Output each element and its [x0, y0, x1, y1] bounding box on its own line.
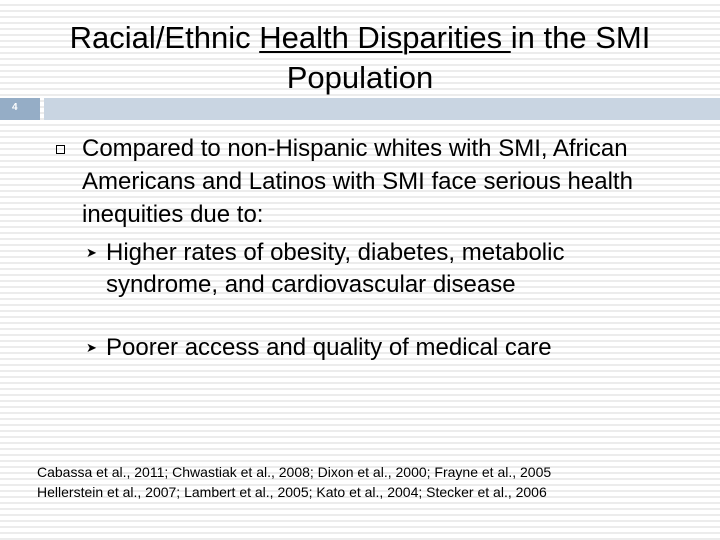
arrowhead-icon: ➤: [86, 340, 97, 355]
sub-bullet-item: ➤ Higher rates of obesity, diabetes, met…: [56, 237, 676, 301]
slide-body: Compared to non-Hispanic whites with SMI…: [56, 132, 676, 364]
hollow-square-icon: [56, 145, 65, 154]
header-rule-bar: [44, 98, 720, 120]
sub-bullet-text: Poorer access and quality of medical car…: [106, 334, 552, 361]
slide-number-bar: 4: [0, 98, 720, 120]
title-text-start: Racial/Ethnic: [69, 20, 260, 55]
citation-line: Hellerstein et al., 2007; Lambert et al.…: [37, 484, 547, 500]
title-text-end: in the SMI Population: [286, 20, 651, 95]
citation-line: Cabassa et al., 2011; Chwastiak et al., …: [37, 464, 552, 480]
title-text-underlined: Health Disparities: [259, 20, 511, 55]
sub-bullet-item: ➤ Poorer access and quality of medical c…: [56, 332, 676, 364]
citations: Cabassa et al., 2011; Chwastiak et al., …: [37, 462, 697, 502]
sub-bullet-text: Higher rates of obesity, diabetes, metab…: [106, 239, 565, 298]
bullet-item: Compared to non-Hispanic whites with SMI…: [56, 132, 676, 231]
slide-title: Racial/Ethnic Health Disparities in the …: [20, 18, 700, 98]
bullet-text: Compared to non-Hispanic whites with SMI…: [82, 135, 633, 228]
slide-number: 4: [12, 102, 18, 113]
arrowhead-icon: ➤: [86, 245, 97, 260]
slide-number-box: 4: [0, 98, 40, 120]
